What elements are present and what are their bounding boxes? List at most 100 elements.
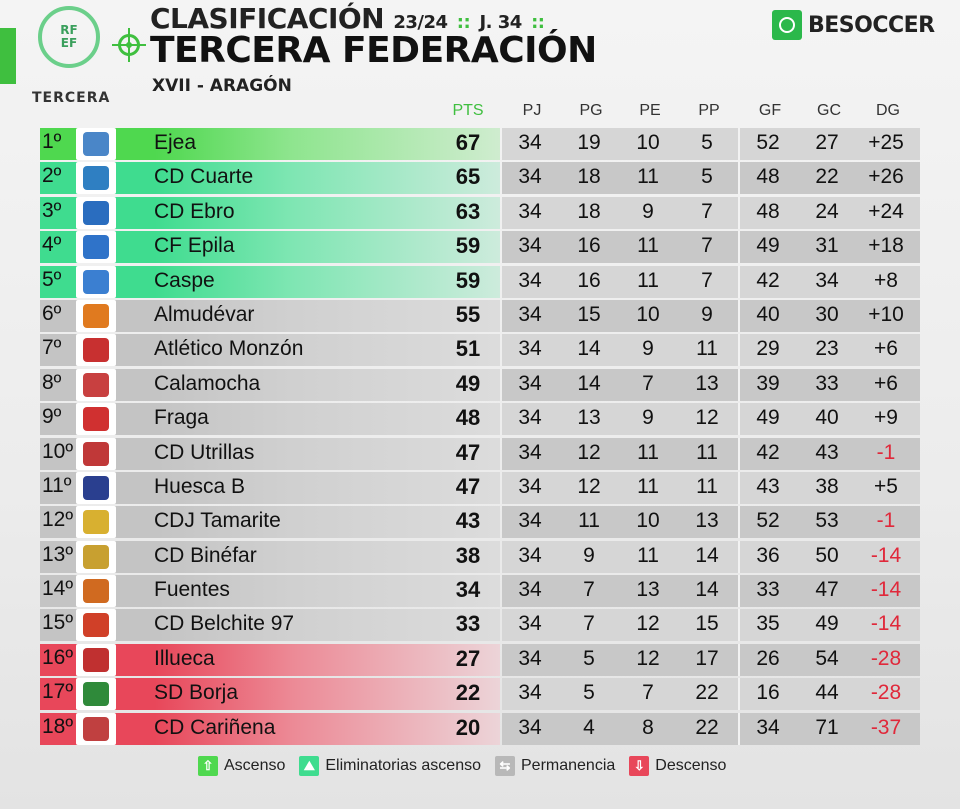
team-name[interactable]: Atlético Monzón: [154, 337, 304, 361]
stat-gf: 36: [756, 543, 780, 567]
stat-pe: 11: [637, 234, 659, 258]
stat-pe: 10: [636, 302, 660, 326]
table-row[interactable]: 8º Calamocha 49 34 14 7 13 39 33 +6: [40, 368, 920, 401]
stat-pg: 15: [577, 302, 601, 326]
stat-pg: 18: [577, 165, 601, 189]
position: 3º: [42, 198, 62, 222]
divider: [738, 437, 740, 470]
row-status-band: 18º CD Cariñena 20: [40, 712, 500, 745]
row-status-band: 14º Fuentes 34: [40, 575, 500, 608]
divider: [738, 368, 740, 401]
row-status-band: 9º Fraga 48: [40, 403, 500, 436]
stat-gc: 33: [815, 371, 839, 395]
table-row[interactable]: 13º CD Binéfar 38 34 9 11 14 36 50 -14: [40, 540, 920, 573]
stats-cells: 34 7 13 14 33 47 -14: [502, 575, 920, 608]
team-name[interactable]: Calamocha: [154, 371, 261, 395]
stat-dg: -1: [876, 509, 896, 533]
table-row[interactable]: 14º Fuentes 34 34 7 13 14 33 47 -14: [40, 575, 920, 608]
stat-pg: 19: [577, 131, 601, 154]
table-row[interactable]: 3º CD Ebro 63 34 18 9 7 48 24 +24: [40, 196, 920, 229]
table-row[interactable]: 11º Huesca B 47 34 12 11 11 43 38 +5: [40, 471, 920, 504]
stat-dg: -37: [870, 715, 902, 739]
team-name[interactable]: SD Borja: [154, 681, 239, 705]
stat-gc: 44: [815, 681, 839, 705]
stats-cells: 34 18 9 7 48 24 +24: [502, 196, 920, 229]
team-name[interactable]: CD Belchite 97: [154, 612, 295, 636]
stat-dg: -28: [870, 681, 902, 705]
table-row[interactable]: 16º Illueca 27 34 5 12 17 26 54 -28: [40, 643, 920, 676]
table-row[interactable]: 2º CD Cuarte 65 34 18 11 5 48 22 +26: [40, 162, 920, 195]
row-status-band: 10º CD Utrillas 47: [40, 437, 500, 470]
team-name[interactable]: Ejea: [154, 131, 197, 154]
team-name[interactable]: CD Cuarte: [154, 165, 254, 189]
team-name[interactable]: Illueca: [154, 646, 215, 670]
team-crest-icon: [76, 128, 116, 160]
team-name[interactable]: CD Ebro: [154, 199, 235, 223]
row-status-band: 12º CDJ Tamarite 43: [40, 506, 500, 539]
stat-gc: 23: [815, 337, 839, 361]
page-title: TERCERA FEDERACIÓN: [150, 30, 597, 71]
stat-pp: 14: [695, 578, 719, 602]
stat-gf: 48: [756, 165, 780, 189]
team-name[interactable]: CF Epila: [154, 234, 235, 258]
team-crest-icon: [76, 299, 116, 332]
stat-pg: 7: [583, 578, 595, 602]
stat-pp: 7: [701, 268, 713, 292]
points: 48: [455, 405, 481, 431]
brand-name: BESOCCER: [808, 12, 935, 38]
table-row[interactable]: 17º SD Borja 22 34 5 7 22 16 44 -28: [40, 678, 920, 711]
team-name[interactable]: Almudévar: [154, 302, 255, 326]
team-name[interactable]: Caspe: [154, 268, 215, 292]
stat-gc: 54: [815, 646, 839, 670]
points: 59: [455, 267, 481, 293]
divider: [738, 471, 740, 504]
stat-gf: 48: [756, 199, 780, 223]
table-row[interactable]: 5º Caspe 59 34 16 11 7 42 34 +8: [40, 265, 920, 298]
stat-pe: 9: [642, 337, 654, 361]
stats-cells: 34 5 7 22 16 44 -28: [502, 678, 920, 711]
stat-pp: 22: [695, 715, 719, 739]
stat-dg: -1: [876, 440, 896, 464]
team-crest-icon: [76, 437, 116, 470]
table-row[interactable]: 15º CD Belchite 97 33 34 7 12 15 35 49 -14: [40, 609, 920, 642]
row-status-band: 8º Calamocha 49: [40, 368, 500, 401]
table-row[interactable]: 12º CDJ Tamarite 43 34 11 10 13 52 53 -1: [40, 506, 920, 539]
table-row[interactable]: 7º Atlético Monzón 51 34 14 9 11 29 23 +6: [40, 334, 920, 367]
team-crest-icon: [76, 678, 116, 711]
team-name[interactable]: CD Cariñena: [154, 715, 276, 739]
team-crest-icon: [76, 609, 116, 642]
arrow-down-icon: ⇩: [629, 756, 650, 776]
points: 38: [455, 542, 481, 568]
stat-pp: 9: [701, 302, 713, 326]
col-header-pj: PJ: [522, 102, 542, 119]
stats-cells: 34 16 11 7 42 34 +8: [502, 265, 920, 298]
stat-pp: 11: [696, 474, 718, 498]
stat-pp: 17: [695, 646, 719, 670]
table-row[interactable]: 9º Fraga 48 34 13 9 12 49 40 +9: [40, 403, 920, 436]
team-name[interactable]: CD Utrillas: [154, 440, 255, 464]
team-name[interactable]: CD Binéfar: [154, 543, 257, 567]
team-name[interactable]: Fraga: [154, 406, 209, 430]
stat-gc: 34: [815, 268, 839, 292]
position: 4º: [42, 233, 62, 257]
team-name[interactable]: Fuentes: [154, 578, 230, 602]
team-name[interactable]: Huesca B: [154, 474, 246, 498]
team-name[interactable]: CDJ Tamarite: [154, 509, 281, 533]
table-row[interactable]: 1º Ejea 67 34 19 10 5 52 27 +25: [40, 128, 920, 160]
round: J. 34: [479, 12, 522, 33]
stat-gc: 22: [815, 165, 839, 189]
divider: [738, 299, 740, 332]
stat-pg: 16: [577, 268, 601, 292]
rfef-emblem-icon: RF EF: [38, 6, 100, 68]
team-crest-icon: [76, 231, 116, 264]
table-row[interactable]: 18º CD Cariñena 20 34 4 8 22 34 71 -37: [40, 712, 920, 745]
table-row[interactable]: 6º Almudévar 55 34 15 10 9 40 30 +10: [40, 299, 920, 332]
stat-pj: 34: [518, 268, 542, 292]
team-crest-icon: [76, 162, 116, 195]
stat-dg: +26: [868, 165, 904, 189]
table-row[interactable]: 4º CF Epila 59 34 16 11 7 49 31 +18: [40, 231, 920, 264]
stat-pe: 12: [636, 612, 660, 636]
points: 51: [455, 336, 481, 362]
stat-dg: +9: [874, 406, 898, 430]
table-row[interactable]: 10º CD Utrillas 47 34 12 11 11 42 43 -1: [40, 437, 920, 470]
